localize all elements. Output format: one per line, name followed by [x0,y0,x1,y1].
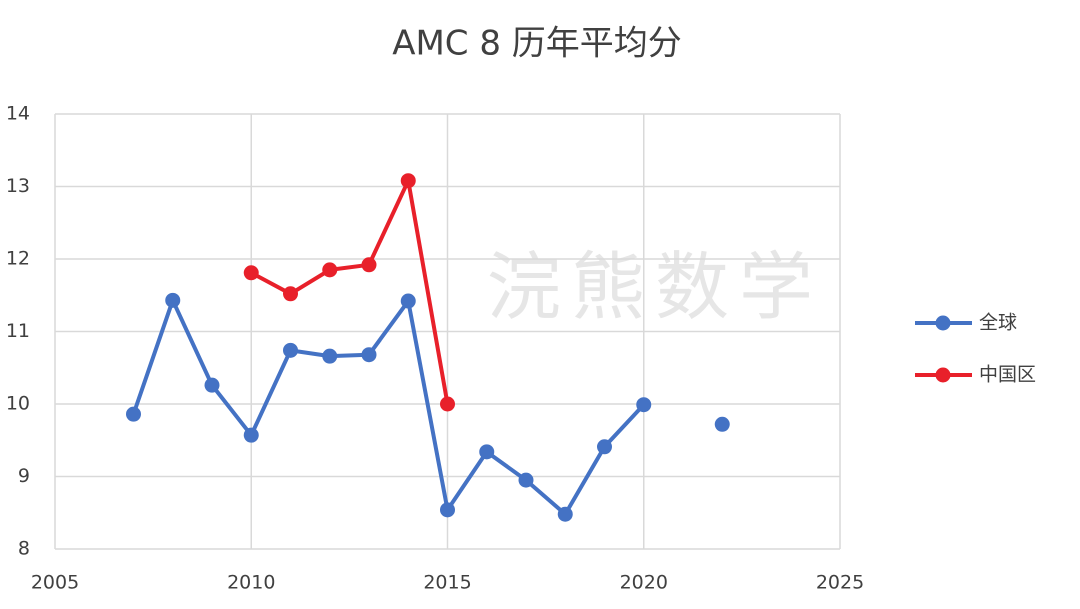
point [283,342,298,358]
point [479,444,495,460]
legend-marker [935,367,951,383]
y-tick-label: 11 [6,320,30,342]
point [322,262,338,278]
point [243,265,259,281]
point [204,377,220,393]
point [400,293,416,309]
y-tick-label: 12 [6,248,30,270]
x-tick-label: 2015 [423,572,471,594]
point [165,292,181,308]
point [361,257,377,273]
y-tick-label: 8 [18,538,30,560]
x-tick-label: 2010 [227,572,275,594]
point [322,348,338,364]
y-tick-label: 9 [18,465,30,487]
point [440,396,455,412]
x-tick-label: 2005 [31,572,79,594]
series-line [134,300,723,514]
watermark: 浣熊数学 [487,245,823,331]
point [400,173,416,189]
x-tick-label: 2020 [620,572,668,594]
y-tick-label: 14 [6,103,30,125]
point [518,472,534,488]
point [361,347,377,363]
point [557,506,573,522]
legend-label: 中国区 [979,364,1036,386]
x-tick-label: 2025 [816,572,864,594]
point [440,502,455,518]
legend-label: 全球 [979,312,1017,334]
y-tick-label: 10 [6,393,30,415]
point [126,406,141,422]
y-tick-label: 13 [6,175,30,197]
point [597,439,612,455]
chart-title: AMC 8 历年平均分 [392,24,682,64]
point [714,416,730,432]
point [243,427,259,443]
legend-marker [935,315,951,331]
point [636,397,652,413]
point [283,286,298,302]
